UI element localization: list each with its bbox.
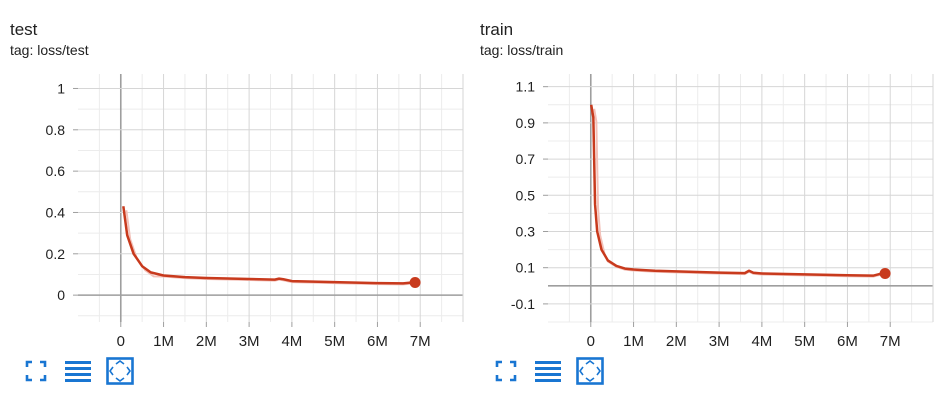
- chart-plot-train[interactable]: 0 1M 2M 3M 4M 5M 6M 7M -0.1 0.1 0.3 0.5 0.7 0.9 1.1: [470, 0, 940, 402]
- series-line: [122, 206, 416, 285]
- x-tick-label: 1M: [153, 333, 174, 350]
- y-tick-label: 0.3: [516, 223, 536, 239]
- chart-tag: tag: loss/test: [10, 42, 89, 58]
- y-tick-label: 0.2: [46, 246, 66, 262]
- series-raw-line: [593, 108, 886, 278]
- chart-card-train: train tag: loss/train 0 1M 2M 3M 4M 5M 6M 7M -0.…: [470, 0, 940, 402]
- fullscreen-icon[interactable]: [492, 357, 520, 385]
- y-tick-label: 0.4: [46, 204, 66, 220]
- y-tick-label: 0.7: [516, 151, 536, 167]
- series-line: [589, 104, 886, 277]
- chart-card-test: test tag: loss/test 0 1M 2M 3M 4M 5M 6M 7M 0 0.2 0…: [0, 0, 470, 402]
- chart-title: train: [480, 20, 514, 39]
- x-tick-label: 0: [587, 333, 595, 350]
- x-tick-label: 6M: [367, 333, 388, 350]
- fit-domain-icon[interactable]: [576, 357, 604, 385]
- x-tick-label: 2M: [666, 333, 687, 350]
- y-tick-label: 0.9: [516, 115, 536, 131]
- x-tick-label: 7M: [410, 333, 431, 350]
- x-tick-label: 2M: [196, 333, 217, 350]
- y-tick-label: 0.5: [516, 187, 536, 203]
- x-tick-label: 5M: [794, 333, 815, 350]
- y-tick-label: -0.1: [511, 296, 535, 312]
- x-tick-label: 4M: [751, 333, 772, 350]
- y-tick-label: 1: [57, 80, 65, 96]
- chart-title: test: [10, 20, 38, 39]
- data-list-icon[interactable]: [64, 357, 92, 385]
- fullscreen-icon[interactable]: [22, 357, 50, 385]
- y-tick-label: 0: [57, 287, 65, 303]
- y-tick-label: 0.8: [46, 122, 66, 138]
- x-tick-label: 7M: [880, 333, 901, 350]
- x-tick-label: 3M: [709, 333, 730, 350]
- series-end-point: [409, 277, 421, 289]
- x-tick-label: 6M: [837, 333, 858, 350]
- y-tick-label: 1.1: [516, 79, 536, 95]
- x-tick-label: 0: [117, 333, 125, 350]
- series-end-point: [879, 267, 891, 279]
- fit-domain-icon[interactable]: [106, 357, 134, 385]
- x-tick-label: 3M: [239, 333, 260, 350]
- y-tick-label: 0.1: [516, 260, 536, 276]
- y-tick-label: 0.6: [46, 163, 66, 179]
- data-list-icon[interactable]: [534, 357, 562, 385]
- chart-tag: tag: loss/train: [480, 42, 564, 58]
- x-tick-label: 5M: [324, 333, 345, 350]
- x-tick-label: 1M: [623, 333, 644, 350]
- chart-plot-test[interactable]: 0 1M 2M 3M 4M 5M 6M 7M 0 0.2 0.4 0.6 0.8 1: [0, 0, 470, 402]
- x-tick-label: 4M: [281, 333, 302, 350]
